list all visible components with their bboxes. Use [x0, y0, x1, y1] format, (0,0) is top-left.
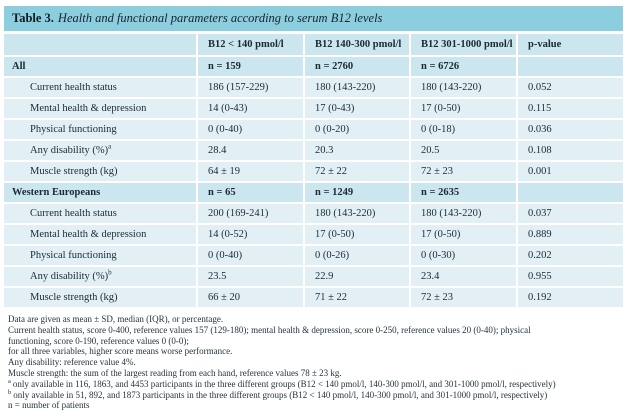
footnote-marker: b — [108, 268, 112, 277]
section-n-value: n = 65 — [196, 183, 303, 202]
footnote-line: Any disability: reference value 4%. — [8, 357, 136, 368]
title-gap — [4, 31, 623, 34]
section-n-value: n = 6726 — [409, 57, 516, 76]
row-p-value: 0.192 — [516, 288, 623, 307]
row-value: 14 (0-52) — [196, 225, 303, 244]
footnote-marker: b — [8, 388, 12, 396]
header-cell-empty — [4, 34, 196, 55]
row-value: 200 (169-241) — [196, 204, 303, 223]
row-label: Muscle strength (kg) — [4, 288, 196, 307]
row-value: 0 (0-20) — [303, 120, 409, 139]
section-n-value: n = 2760 — [303, 57, 409, 76]
section-row: Western Europeans n = 65 n = 1249 n = 2635 — [4, 183, 623, 202]
row-label: Current health status — [4, 78, 196, 97]
row-value: 23.4 — [409, 267, 516, 286]
row-value: 0 (0-40) — [196, 246, 303, 265]
footnote-line: a only available in 116, 1863, and 4453 p… — [8, 377, 556, 389]
row-value: 186 (157-229) — [196, 78, 303, 97]
table-row: Muscle strength (kg) 66 ± 20 71 ± 22 72 ± 2… — [4, 288, 623, 307]
table-row: Mental health & depression 14 (0-43) 17 (0… — [4, 99, 623, 118]
section-n-value: n = 159 — [196, 57, 303, 76]
table-body: All n = 159 n = 2760 n = 6726 Current health… — [4, 57, 623, 307]
table-number: Table 3. — [12, 11, 54, 25]
row-p-value: 0.955 — [516, 267, 623, 286]
row-value: 72 ± 23 — [409, 162, 516, 181]
table-row: Current health status 186 (157-229) 180 (1… — [4, 78, 623, 97]
row-value: 180 (143-220) — [409, 204, 516, 223]
table-row: Any disability (%)b 23.5 22.9 23.4 0.955 — [4, 267, 623, 286]
row-value: 72 ± 22 — [303, 162, 409, 181]
row-value: 66 ± 20 — [196, 288, 303, 307]
row-value: 64 ± 19 — [196, 162, 303, 181]
footnotes: Data are given as mean ± SD, median (IQR… — [4, 309, 623, 411]
row-value: 0 (0-18) — [409, 120, 516, 139]
footnote-line: Current health status, score 0-400, refe… — [8, 324, 531, 335]
row-p-value: 0.889 — [516, 225, 623, 244]
row-value: 17 (0-50) — [409, 225, 516, 244]
row-label: Physical functioning — [4, 246, 196, 265]
row-p-value: 0.108 — [516, 141, 623, 160]
row-value: 23.5 — [196, 267, 303, 286]
row-p-value: 0.037 — [516, 204, 623, 223]
row-value: 20.3 — [303, 141, 409, 160]
table-row: Physical functioning 0 (0-40) 0 (0-20) 0 (0… — [4, 120, 623, 139]
row-p-value: 0.202 — [516, 246, 623, 265]
table-title-bar: Table 3. Health and functional parameters… — [4, 6, 623, 31]
row-label: Any disability (%)a — [4, 141, 196, 160]
table-row: Current health status 200 (169-241) 180 (1… — [4, 204, 623, 223]
table-row: Physical functioning 0 (0-40) 0 (0-26) 0 (0… — [4, 246, 623, 265]
row-label: Any disability (%)b — [4, 267, 196, 286]
row-value: 0 (0-40) — [196, 120, 303, 139]
section-p-empty — [516, 57, 623, 76]
header-cell: B12 140-300 pmol/l — [303, 34, 409, 55]
row-p-value: 0.036 — [516, 120, 623, 139]
footnote-line: functioning, score 0-190, reference valu… — [8, 335, 189, 346]
row-value: 180 (143-220) — [303, 204, 409, 223]
row-label: Mental health & depression — [4, 225, 196, 244]
column-header-row: B12 < 140 pmol/l B12 140-300 pmol/l B12 30… — [4, 34, 623, 55]
section-label: Western Europeans — [4, 183, 196, 202]
footnote-marker: a — [108, 142, 112, 151]
header-cell: B12 < 140 pmol/l — [196, 34, 303, 55]
section-n-value: n = 1249 — [303, 183, 409, 202]
footnote-line: n = number of patients — [8, 400, 90, 411]
header-cell: p-value — [516, 34, 623, 55]
section-label: All — [4, 57, 196, 76]
table3: Table 3. Health and functional parameters… — [4, 6, 623, 411]
row-value: 0 (0-30) — [409, 246, 516, 265]
row-value: 17 (0-50) — [409, 99, 516, 118]
table-row: Mental health & depression 14 (0-52) 17 (0… — [4, 225, 623, 244]
row-p-value: 0.052 — [516, 78, 623, 97]
section-n-value: n = 2635 — [409, 183, 516, 202]
section-row: All n = 159 n = 2760 n = 6726 — [4, 57, 623, 76]
row-value: 28.4 — [196, 141, 303, 160]
row-label: Muscle strength (kg) — [4, 162, 196, 181]
section-p-empty — [516, 183, 623, 202]
row-p-value: 0.115 — [516, 99, 623, 118]
row-value: 180 (143-220) — [409, 78, 516, 97]
row-value: 180 (143-220) — [303, 78, 409, 97]
table-row: Muscle strength (kg) 64 ± 19 72 ± 22 72 ± 2… — [4, 162, 623, 181]
row-label: Current health status — [4, 204, 196, 223]
row-value: 0 (0-26) — [303, 246, 409, 265]
row-value: 17 (0-43) — [303, 99, 409, 118]
row-label: Physical functioning — [4, 120, 196, 139]
footnote-line: for all three variables, higher score me… — [8, 346, 233, 357]
header-cell: B12 301-1000 pmol/l — [409, 34, 516, 55]
footnote-line: Data are given as mean ± SD, median (IQR… — [8, 314, 224, 324]
footnote-line: b only available in 51, 892, and 1873 par… — [8, 388, 548, 400]
footnote-marker: a — [8, 377, 11, 385]
row-value: 20.5 — [409, 141, 516, 160]
row-value: 17 (0-50) — [303, 225, 409, 244]
row-value: 71 ± 22 — [303, 288, 409, 307]
row-label: Mental health & depression — [4, 99, 196, 118]
row-value: 22.9 — [303, 267, 409, 286]
row-value: 14 (0-43) — [196, 99, 303, 118]
row-value: 72 ± 23 — [409, 288, 516, 307]
table-caption: Health and functional parameters accordi… — [57, 11, 383, 25]
row-p-value: 0.001 — [516, 162, 623, 181]
footnote-line: Muscle strength: the sum of the largest … — [8, 367, 342, 378]
table-row: Any disability (%)a 28.4 20.3 20.5 0.108 — [4, 141, 623, 160]
